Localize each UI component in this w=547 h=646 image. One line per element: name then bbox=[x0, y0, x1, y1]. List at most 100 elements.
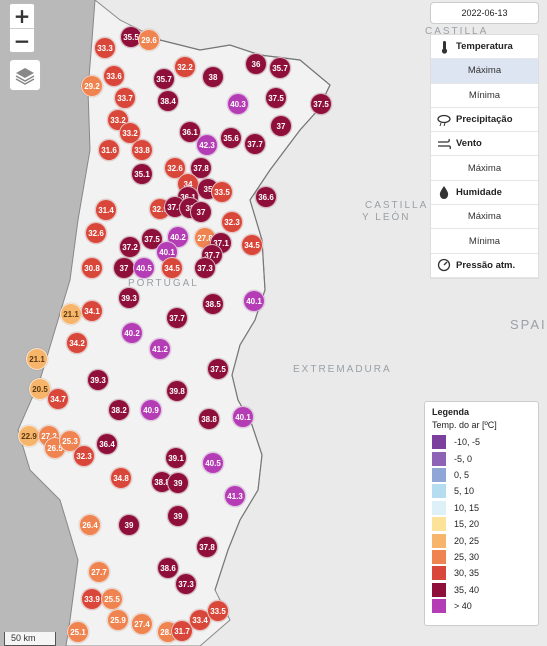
station-marker[interactable]: 41.2 bbox=[149, 338, 171, 360]
zoom-out-button[interactable]: − bbox=[10, 28, 34, 53]
station-marker[interactable]: 32.3 bbox=[73, 445, 95, 467]
station-marker[interactable]: 34.2 bbox=[66, 332, 88, 354]
station-marker[interactable]: 33.2 bbox=[119, 122, 141, 144]
menu-humidity-max[interactable]: Máxima bbox=[431, 205, 538, 230]
station-marker[interactable]: 33.4 bbox=[189, 609, 211, 631]
menu-wind[interactable]: Vento bbox=[431, 132, 538, 157]
station-marker[interactable]: 37.5 bbox=[207, 358, 229, 380]
station-marker[interactable]: 34.1 bbox=[81, 300, 103, 322]
station-marker[interactable]: 39 bbox=[118, 514, 140, 536]
station-marker[interactable]: 35.5 bbox=[120, 26, 142, 48]
station-marker[interactable]: 36.1 bbox=[179, 121, 201, 143]
station-marker[interactable]: 33.8 bbox=[131, 139, 153, 161]
station-marker[interactable]: 39 bbox=[167, 472, 189, 494]
station-marker[interactable]: 26.4 bbox=[79, 514, 101, 536]
station-marker[interactable]: 37.5 bbox=[310, 93, 332, 115]
station-marker[interactable]: 27.7 bbox=[88, 561, 110, 583]
menu-humidity[interactable]: Humidade bbox=[431, 181, 538, 206]
station-marker[interactable]: 32.6 bbox=[85, 222, 107, 244]
station-marker[interactable]: 39.3 bbox=[87, 369, 109, 391]
station-marker[interactable]: 40.9 bbox=[140, 399, 162, 421]
station-marker[interactable]: 32.2 bbox=[174, 56, 196, 78]
station-marker[interactable]: 38.2 bbox=[108, 399, 130, 421]
station-marker[interactable]: 20.5 bbox=[29, 378, 51, 400]
station-marker[interactable]: 34.5 bbox=[241, 234, 263, 256]
station-marker[interactable]: 21.1 bbox=[26, 348, 48, 370]
station-marker[interactable]: 34.5 bbox=[161, 257, 183, 279]
station-marker[interactable]: 39 bbox=[167, 505, 189, 527]
date-display[interactable]: 2022-06-13 bbox=[430, 2, 539, 24]
station-marker[interactable]: 36.4 bbox=[96, 433, 118, 455]
zoom-in-button[interactable]: + bbox=[13, 4, 31, 28]
menu-temperature[interactable]: Temperatura bbox=[431, 35, 538, 60]
menu-pressure[interactable]: Pressão atm. bbox=[431, 254, 538, 278]
station-marker[interactable]: 25.1 bbox=[67, 621, 89, 643]
station-marker[interactable]: 38.5 bbox=[202, 293, 224, 315]
station-marker[interactable]: 40.1 bbox=[232, 406, 254, 428]
station-marker[interactable]: 40.3 bbox=[227, 93, 249, 115]
station-marker[interactable]: 34.8 bbox=[110, 467, 132, 489]
station-marker[interactable]: 25.9 bbox=[107, 609, 129, 631]
station-marker[interactable]: 38.4 bbox=[157, 90, 179, 112]
station-marker[interactable]: 38 bbox=[202, 66, 224, 88]
station-marker[interactable]: 37.8 bbox=[190, 157, 212, 179]
station-marker[interactable]: 32.3 bbox=[221, 211, 243, 233]
station-marker[interactable]: 29.2 bbox=[81, 75, 103, 97]
menu-humidity-min[interactable]: Mínima bbox=[431, 229, 538, 254]
station-marker[interactable]: 37.7 bbox=[166, 307, 188, 329]
station-marker[interactable]: 37.3 bbox=[194, 257, 216, 279]
station-marker[interactable]: 37 bbox=[113, 257, 135, 279]
station-marker[interactable]: 25.3 bbox=[59, 430, 81, 452]
station-marker[interactable]: 35.1 bbox=[131, 163, 153, 185]
station-marker[interactable]: 37.8 bbox=[196, 536, 218, 558]
station-marker[interactable]: 40.5 bbox=[133, 257, 155, 279]
layers-button[interactable] bbox=[9, 59, 41, 91]
region-label-castilla-top: CASTILLA bbox=[425, 26, 489, 37]
station-marker[interactable]: 33.5 bbox=[207, 600, 229, 622]
station-marker[interactable]: 37.7 bbox=[244, 133, 266, 155]
region-label-spain: SPAI bbox=[510, 317, 547, 332]
station-marker[interactable]: 36.6 bbox=[255, 186, 277, 208]
station-marker[interactable]: 33.6 bbox=[103, 65, 125, 87]
station-marker[interactable]: 34.7 bbox=[47, 388, 69, 410]
station-marker[interactable]: 33.5 bbox=[211, 181, 233, 203]
station-marker[interactable]: 39.1 bbox=[165, 447, 187, 469]
station-marker[interactable]: 35.7 bbox=[153, 68, 175, 90]
station-marker[interactable]: 40.5 bbox=[202, 452, 224, 474]
menu-temperature-min[interactable]: Mínima bbox=[431, 84, 538, 108]
menu-precipitation[interactable]: Precipitação bbox=[431, 108, 538, 133]
station-marker[interactable]: 35.6 bbox=[220, 127, 242, 149]
legend-label: 5, 10 bbox=[454, 486, 475, 497]
station-marker[interactable]: 33.9 bbox=[81, 588, 103, 610]
station-marker[interactable]: 35.7 bbox=[269, 57, 291, 79]
station-marker[interactable]: 38.6 bbox=[157, 557, 179, 579]
station-marker[interactable]: 22.9 bbox=[18, 425, 40, 447]
station-marker[interactable]: 31.7 bbox=[171, 620, 193, 642]
station-marker[interactable]: 21.1 bbox=[60, 303, 82, 325]
station-marker[interactable]: 39.3 bbox=[118, 287, 140, 309]
station-marker[interactable]: 40.2 bbox=[121, 322, 143, 344]
station-marker[interactable]: 37.3 bbox=[175, 573, 197, 595]
station-marker[interactable]: 32.6 bbox=[164, 157, 186, 179]
station-marker[interactable]: 27.4 bbox=[131, 613, 153, 635]
station-marker[interactable]: 31.6 bbox=[98, 139, 120, 161]
station-marker[interactable]: 33.7 bbox=[114, 87, 136, 109]
station-marker[interactable]: 29.6 bbox=[138, 29, 160, 51]
station-marker[interactable]: 37.2 bbox=[119, 236, 141, 258]
station-marker[interactable]: 41.3 bbox=[224, 485, 246, 507]
station-marker[interactable]: 39.8 bbox=[166, 380, 188, 402]
station-marker[interactable]: 30.8 bbox=[81, 257, 103, 279]
menu-temperature-max[interactable]: Máxima bbox=[431, 59, 538, 84]
station-marker[interactable]: 37.5 bbox=[265, 87, 287, 109]
station-marker[interactable]: 36 bbox=[245, 53, 267, 75]
station-marker[interactable]: 37 bbox=[190, 201, 212, 223]
station-marker[interactable]: 40.1 bbox=[243, 290, 265, 312]
station-marker[interactable]: 33.3 bbox=[94, 37, 116, 59]
menu-wind-max[interactable]: Máxima bbox=[431, 156, 538, 181]
station-marker[interactable]: 25.5 bbox=[101, 588, 123, 610]
station-marker[interactable]: 37 bbox=[270, 115, 292, 137]
station-marker[interactable]: 38.8 bbox=[198, 408, 220, 430]
station-marker[interactable]: 31.4 bbox=[95, 199, 117, 221]
station-marker[interactable]: 42.3 bbox=[196, 134, 218, 156]
